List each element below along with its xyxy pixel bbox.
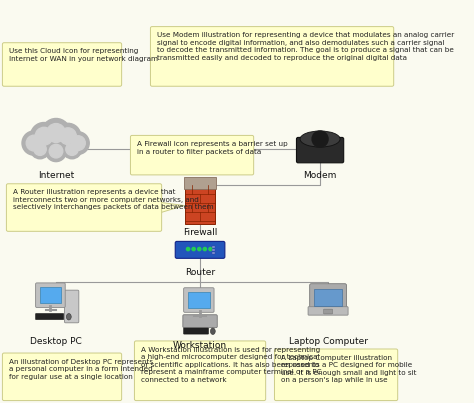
FancyBboxPatch shape <box>175 241 225 258</box>
FancyBboxPatch shape <box>308 307 348 315</box>
FancyBboxPatch shape <box>314 289 342 306</box>
Ellipse shape <box>210 328 215 334</box>
FancyBboxPatch shape <box>183 315 217 328</box>
FancyBboxPatch shape <box>2 353 122 401</box>
Bar <box>212 249 215 251</box>
FancyBboxPatch shape <box>183 288 214 312</box>
FancyBboxPatch shape <box>7 184 162 231</box>
Circle shape <box>55 123 81 149</box>
Text: Modem: Modem <box>303 171 337 180</box>
Circle shape <box>46 141 66 162</box>
FancyBboxPatch shape <box>2 43 122 86</box>
Text: Internet: Internet <box>38 171 74 180</box>
FancyBboxPatch shape <box>130 135 254 175</box>
FancyBboxPatch shape <box>135 341 265 401</box>
Circle shape <box>22 131 46 155</box>
FancyBboxPatch shape <box>36 283 65 307</box>
FancyBboxPatch shape <box>324 309 332 314</box>
Circle shape <box>192 247 195 251</box>
Text: Use this Cloud icon for representing
Internet or WAN in your network diagram: Use this Cloud icon for representing Int… <box>9 48 158 62</box>
Polygon shape <box>160 202 184 213</box>
Circle shape <box>203 247 207 251</box>
Circle shape <box>312 131 328 147</box>
Circle shape <box>42 118 71 147</box>
Circle shape <box>30 123 58 150</box>
Text: A Workstation illustration is used for representing
a high-end microcomputer des: A Workstation illustration is used for r… <box>141 347 321 382</box>
Text: Workstation: Workstation <box>173 341 227 349</box>
Text: Use Modem illustration for representing a device that modulates an analog carrie: Use Modem illustration for representing … <box>157 32 454 61</box>
Circle shape <box>46 124 65 142</box>
Circle shape <box>35 127 53 145</box>
Circle shape <box>63 139 82 159</box>
FancyBboxPatch shape <box>36 314 64 320</box>
FancyBboxPatch shape <box>274 349 398 401</box>
FancyBboxPatch shape <box>64 290 79 323</box>
Circle shape <box>34 143 46 156</box>
FancyBboxPatch shape <box>40 287 61 303</box>
Circle shape <box>67 132 89 154</box>
Circle shape <box>198 247 201 251</box>
Circle shape <box>186 247 190 251</box>
Text: Desktop PC: Desktop PC <box>30 337 82 345</box>
Circle shape <box>49 144 63 158</box>
FancyBboxPatch shape <box>183 328 209 334</box>
Circle shape <box>26 135 42 151</box>
FancyBboxPatch shape <box>296 137 344 163</box>
Circle shape <box>209 247 212 251</box>
Circle shape <box>66 143 78 156</box>
Text: A Laptop Computer illustration
represents a PC designed for mobile
use. It is en: A Laptop Computer illustration represent… <box>281 355 416 383</box>
Circle shape <box>60 128 76 145</box>
Bar <box>212 246 215 248</box>
Circle shape <box>30 139 50 159</box>
FancyBboxPatch shape <box>310 284 346 310</box>
Text: An illustration of Desktop PC represents
a personal computer in a form intended
: An illustration of Desktop PC represents… <box>9 359 153 380</box>
Bar <box>212 252 215 254</box>
Ellipse shape <box>66 314 71 320</box>
Text: Laptop Computer: Laptop Computer <box>289 337 367 345</box>
Text: A Firewall icon represents a barrier set up
in a router to filter packets of dat: A Firewall icon represents a barrier set… <box>137 141 288 154</box>
FancyBboxPatch shape <box>150 27 394 86</box>
Text: A Router illustration represents a device that
interconnects two or more compute: A Router illustration represents a devic… <box>13 189 213 210</box>
Ellipse shape <box>300 131 340 147</box>
Text: Router: Router <box>185 268 215 277</box>
FancyBboxPatch shape <box>184 177 216 189</box>
Text: Firewall: Firewall <box>183 228 217 237</box>
Circle shape <box>71 136 85 150</box>
FancyBboxPatch shape <box>185 187 215 224</box>
FancyBboxPatch shape <box>188 292 210 308</box>
